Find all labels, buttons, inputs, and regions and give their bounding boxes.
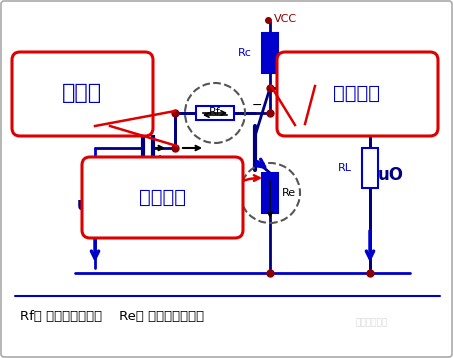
Text: Rf: Rf <box>209 107 221 117</box>
Bar <box>196 106 234 120</box>
Text: C2: C2 <box>308 66 323 76</box>
Bar <box>262 33 278 73</box>
Text: Rf： 电压并联负反馈    Re： 电流串联负反馈: Rf： 电压并联负反馈 Re： 电流串联负反馈 <box>20 310 204 323</box>
Text: C1: C1 <box>135 126 150 136</box>
FancyBboxPatch shape <box>82 157 243 238</box>
Text: −: − <box>252 99 262 112</box>
Text: ui: ui <box>77 197 94 214</box>
Bar <box>262 173 278 213</box>
Text: Re: Re <box>282 188 296 198</box>
Text: uO: uO <box>378 166 404 184</box>
Text: 电工技术之家: 电工技术之家 <box>355 319 387 328</box>
Text: Rc: Rc <box>238 48 252 58</box>
Text: 看基极: 看基极 <box>62 83 102 103</box>
Text: VCC: VCC <box>274 14 297 24</box>
FancyBboxPatch shape <box>277 52 438 136</box>
Text: RL: RL <box>338 163 352 173</box>
Text: 间接输出: 间接输出 <box>140 188 187 207</box>
Text: 直接输出: 直接输出 <box>333 83 381 102</box>
FancyBboxPatch shape <box>12 52 153 136</box>
Bar <box>362 148 378 188</box>
